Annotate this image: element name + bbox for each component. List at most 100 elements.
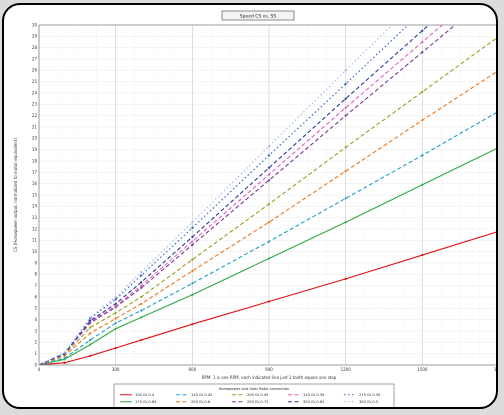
plot-border [38,24,496,366]
legend-label: 125 Gr 0.35 [303,393,324,397]
legend-label: 100 Gr 0.4 [135,393,155,397]
legend-label: 125 Gr 0.42 [191,393,212,397]
legend-label: 350 Gr 0.62 [303,400,324,404]
data-point [140,295,143,299]
y-tick-label: 16 [32,181,38,186]
y-tick-label: 21 [32,124,38,129]
legend-label: 200 Gr 0.6 [191,400,211,404]
legend-label: 275 Gr 0.55 [359,393,380,397]
x-tick-label: 1800 [494,367,498,372]
data-point [344,114,347,117]
data-point [421,154,424,157]
y-tick-label: 26 [32,68,38,73]
series-line [39,71,496,365]
y-axis-label: CS (Horsepower output, normalized to mot… [13,138,18,252]
data-point [191,258,194,261]
chart-svg: 0123456789101112131415161718192021222324… [13,10,498,407]
y-tick-label: 17 [32,170,38,175]
data-point [421,51,424,54]
data-point [191,323,194,326]
y-tick-label: 1 [34,351,37,356]
series-line [39,37,496,365]
data-point [114,317,117,320]
data-point [191,282,194,285]
data-point [89,332,92,335]
y-tick-label: 9 [34,260,37,265]
y-tick-label: 20 [32,136,38,141]
legend-label: 175 Gr 0.65 [135,400,156,404]
data-point [89,354,92,358]
y-tick-label: 25 [32,79,38,84]
data-point [421,253,424,257]
y-tick-label: 24 [32,90,38,95]
x-tick-label: 1200 [341,367,352,372]
y-tick-label: 28 [32,45,38,50]
legend-title: Horsepower and Gear Ratio connection [219,387,290,391]
series-line [39,112,496,365]
data-point [114,302,117,305]
data-point [421,183,424,186]
y-tick-label: 10 [32,249,38,254]
data-point [344,97,347,100]
y-tick-label: 8 [34,272,37,277]
y-tick-label: 18 [32,158,38,163]
data-point [344,170,347,173]
y-tick-label: 0 [34,362,37,367]
y-tick-label: 13 [32,215,38,220]
data-point [344,277,347,280]
series-line [39,25,430,365]
data-point [344,106,347,109]
series-line [39,231,496,365]
legend-label: 200 Gr 0.45 [247,393,268,397]
chart-frame: 0 1 2 3 4 5 6 7 8 9 10 11 12 13 14 15 16 17 18 19 20 21 22 23 24… [2,3,498,409]
x-tick-label: 300 [112,367,120,372]
data-point [191,221,194,224]
y-tick-label: 15 [32,192,38,197]
data-point [191,243,194,246]
data-point [267,145,271,148]
y-tick-label: 11 [32,238,38,243]
data-point [89,316,92,319]
data-point [140,302,143,305]
y-tick-label: 30 [32,22,38,27]
y-tick-labels: 0123456789101112131415161718192021222324… [32,22,38,367]
x-axis-label: RPM: 1 is one RPM, each indicated line j… [202,375,337,380]
chart-title-box [221,10,295,21]
data-point [267,202,271,206]
y-tick-label: 12 [32,226,38,231]
data-point [421,29,424,32]
series-group [39,25,496,365]
data-point [267,166,271,169]
data-point [267,154,271,157]
data-point [191,269,194,273]
chart-title: Speed CS vs. SS [240,14,277,20]
data-point [191,235,194,239]
data-point [140,270,143,274]
x-tick-labels: 0 300 600 900 1200 1500 1800 [38,367,498,372]
data-point [89,319,92,322]
data-point [89,338,92,342]
data-point [89,326,92,329]
y-tick-label: 2 [34,340,37,345]
data-point [114,321,117,325]
data-point [140,286,143,290]
x-tick-label: 0 [38,367,41,372]
y-tick-label: 19 [32,147,38,152]
y-tick-label: 7 [34,283,37,288]
data-point [344,221,347,224]
data-point [114,327,117,330]
x-tick-label: 1500 [417,367,428,372]
data-point [63,361,66,364]
y-tick-label: 14 [32,204,38,209]
series-line [39,25,393,365]
data-point [114,311,117,314]
x-tick-label: 600 [189,367,197,372]
data-point [267,221,271,224]
series-line [39,25,409,365]
data-point [191,240,194,243]
data-point [114,295,117,299]
data-point [267,173,271,176]
legend-label: 300 Gr 0.5 [359,400,378,404]
data-point [191,293,194,296]
data-point [140,338,143,342]
